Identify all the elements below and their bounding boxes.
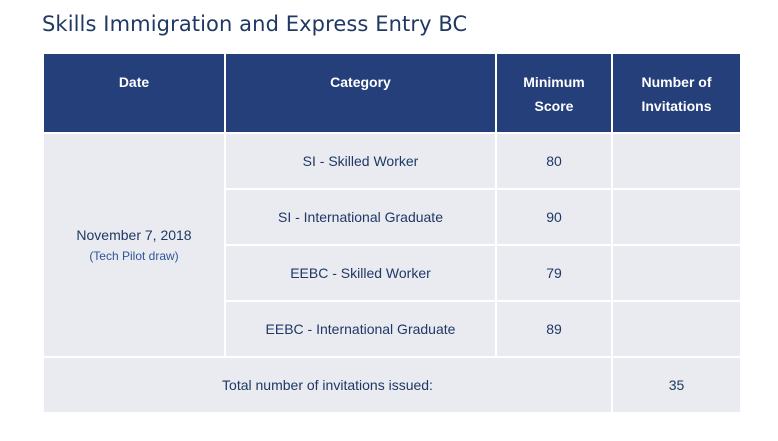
- table-row: SI - International Graduate 90: [43, 188, 742, 246]
- header-minimum-score: Minimum Score: [495, 52, 613, 134]
- table-body: November 7, 2018 (Tech Pilot draw) SI - …: [42, 132, 742, 414]
- minimum-score-cell: 90: [495, 188, 613, 246]
- table-row: EEBC - International Graduate 89: [43, 300, 742, 358]
- page-title: Skills Immigration and Express Entry BC: [42, 12, 468, 36]
- total-row: Total number of invitations issued: 35: [42, 356, 742, 414]
- minimum-score-cell: 80: [495, 132, 613, 190]
- total-value: 35: [611, 356, 742, 414]
- draw-date-note: (Tech Pilot draw): [89, 249, 179, 263]
- header-invitations-line2: Invitations: [641, 98, 712, 114]
- date-cell: November 7, 2018 (Tech Pilot draw): [42, 132, 226, 358]
- category-cell: SI - International Graduate: [224, 188, 497, 246]
- table-header: Date Category Minimum Score Number of In…: [42, 52, 742, 134]
- table-row: November 7, 2018 (Tech Pilot draw) SI - …: [42, 132, 742, 358]
- header-category: Category: [224, 52, 497, 134]
- category-cell: EEBC - Skilled Worker: [224, 244, 497, 302]
- invitations-cell: [611, 188, 742, 246]
- category-cell: SI - Skilled Worker: [224, 132, 497, 190]
- draw-results-table: Date Category Minimum Score Number of In…: [42, 52, 742, 414]
- draw-date: November 7, 2018: [76, 227, 192, 243]
- header-category-label: Category: [330, 74, 391, 90]
- header-minimum-score-line2: Score: [534, 98, 574, 114]
- header-row: Date Category Minimum Score Number of In…: [42, 52, 742, 134]
- header-invitations: Number of Invitations: [611, 52, 742, 134]
- category-cell: EEBC - International Graduate: [224, 300, 497, 358]
- table-row: EEBC - Skilled Worker 79: [43, 244, 742, 302]
- invitations-cell: [611, 244, 742, 302]
- invitations-cell: [611, 132, 742, 190]
- invitations-cell: [611, 300, 742, 358]
- total-label: Total number of invitations issued:: [42, 356, 613, 414]
- header-date-label: Date: [118, 74, 150, 90]
- header-date: Date: [42, 52, 226, 134]
- header-minimum-score-line1: Minimum: [523, 74, 585, 90]
- minimum-score-cell: 79: [495, 244, 613, 302]
- minimum-score-cell: 89: [495, 300, 613, 358]
- header-invitations-line1: Number of: [641, 74, 712, 90]
